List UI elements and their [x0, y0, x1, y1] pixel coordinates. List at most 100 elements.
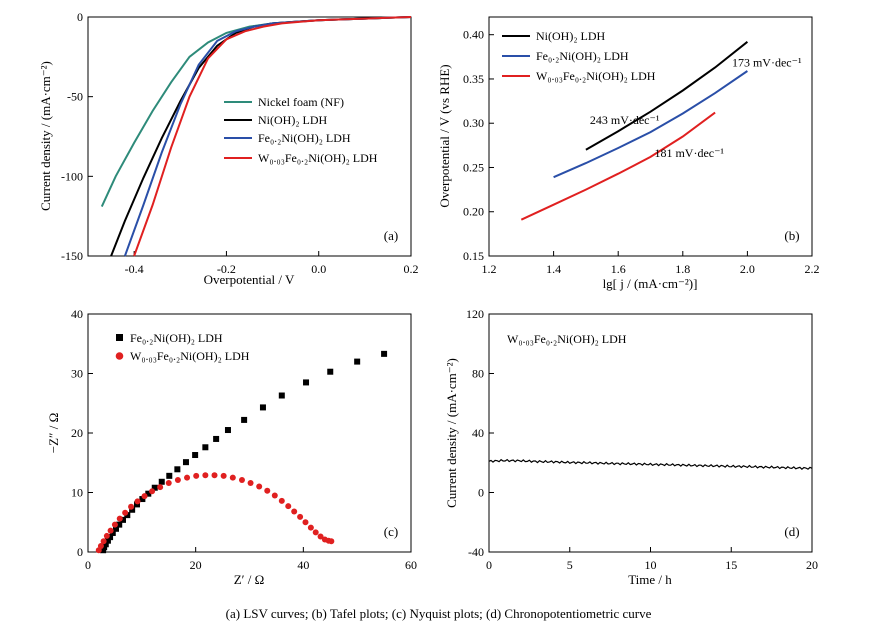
panel-c: 0 20 40 60 0 10 20 30 40 Z′ / Ω −Z″ / Ω (c) Fe₀.…	[46, 307, 417, 587]
x-tick-label: 1.2	[482, 262, 497, 276]
panel-a-series	[100, 16, 412, 257]
data-point	[256, 483, 263, 490]
data-point	[312, 529, 319, 536]
data-point	[193, 472, 200, 479]
data-point	[124, 512, 131, 519]
data-point	[278, 392, 285, 399]
panel-b-annotations: 243 mV·dec⁻¹ 173 mV·dec⁻¹ 181 mV·dec⁻¹	[590, 56, 802, 160]
panel-b-series	[520, 41, 749, 221]
data-point	[220, 472, 227, 479]
data-point	[264, 487, 271, 494]
panel-b-ylabel: Overpotential / V (vs RHE)	[437, 64, 452, 207]
data-point	[229, 474, 236, 481]
data-point	[202, 444, 209, 451]
data-point	[211, 472, 218, 479]
data-point	[104, 537, 111, 544]
panel-d-frame	[488, 313, 813, 553]
x-tick-label: -0.2	[217, 262, 236, 276]
data-point	[122, 509, 129, 516]
y-tick-label: 0.25	[463, 160, 484, 174]
data-point	[307, 524, 314, 531]
data-point	[285, 503, 292, 510]
legend-label-wfeni: W₀.₀₃Fe₀.₂Ni(OH)₂ LDH	[536, 69, 656, 83]
x-tick-label: 2.2	[805, 262, 820, 276]
data-point	[291, 508, 298, 515]
figure-caption: (a) LSV curves; (b) Tafel plots; (c) Nyq…	[225, 606, 652, 621]
panel-b-panel-label: (b)	[784, 228, 799, 243]
x-tick-label: 20	[190, 558, 202, 572]
data-point	[145, 490, 152, 497]
panel-a-xlabel: Overpotential / V	[204, 272, 295, 287]
data-point	[116, 521, 123, 528]
data-point	[327, 368, 334, 375]
data-point	[174, 477, 181, 484]
legend-label-feni: Fe₀.₂Ni(OH)₂ LDH	[130, 331, 223, 345]
legend-marker-feni	[116, 334, 123, 341]
y-tick-label: 80	[472, 367, 484, 381]
panel-b-legend: Ni(OH)₂ LDH Fe₀.₂Ni(OH)₂ LDH W₀.₀₃Fe₀.₂N…	[502, 29, 656, 83]
x-tick-label: 40	[297, 558, 309, 572]
data-point	[317, 533, 324, 540]
x-tick-label: 2.0	[740, 262, 755, 276]
x-tick-label: 1.4	[546, 262, 561, 276]
data-point	[354, 358, 361, 365]
data-point	[112, 525, 119, 532]
panel-b-frame	[488, 16, 813, 257]
data-point	[119, 516, 126, 523]
data-point	[102, 541, 109, 548]
data-point	[141, 493, 148, 500]
data-point	[202, 472, 209, 479]
y-tick-label: 0.20	[463, 205, 484, 219]
panel-c-ylabel: −Z″ / Ω	[46, 413, 61, 453]
y-tick-label: -100	[61, 169, 83, 183]
y-tick-label: -40	[468, 545, 484, 559]
data-point	[302, 519, 309, 526]
data-point	[182, 459, 189, 466]
data-point	[128, 503, 135, 510]
panel-c-series	[95, 350, 388, 554]
x-tick-label: 20	[806, 558, 818, 572]
data-point	[247, 479, 254, 486]
x-tick-label: 15	[725, 558, 737, 572]
data-point	[97, 543, 104, 550]
slope-annotation: 173 mV·dec⁻¹	[732, 56, 802, 70]
data-point	[133, 501, 140, 508]
panel-d-xlabel: Time / h	[628, 572, 672, 587]
panel-d-legend-label: W₀.₀₃Fe₀.₂Ni(OH)₂ LDH	[507, 332, 627, 346]
panel-c-legend: Fe₀.₂Ni(OH)₂ LDH W₀.₀₃Fe₀.₂Ni(OH)₂ LDH	[115, 331, 250, 363]
panel-a-frame	[87, 16, 412, 257]
legend-label-wfeni: W₀.₀₃Fe₀.₂Ni(OH)₂ LDH	[258, 151, 378, 165]
x-tick-label: 0	[85, 558, 91, 572]
panel-a-panel-label: (a)	[384, 228, 398, 243]
data-point	[139, 496, 146, 503]
y-tick-label: 20	[71, 426, 83, 440]
x-tick-label: 0.2	[404, 262, 419, 276]
panel-b-ticks: 1.2 1.4 1.6 1.8 2.0 2.2 0.15 0.20 0.25 0.30 0.35 0.…	[463, 28, 820, 276]
series-line-3	[133, 16, 412, 257]
panel-d-series	[488, 458, 813, 471]
series-line-2	[520, 111, 716, 221]
data-point	[111, 521, 118, 528]
panel-d-ylabel: Current density / (mA·cm⁻²)	[444, 358, 459, 508]
x-tick-label: 10	[645, 558, 657, 572]
y-tick-label: 0	[77, 10, 83, 24]
y-tick-label: -150	[61, 249, 83, 263]
data-point	[116, 515, 123, 522]
series-line-1	[553, 70, 748, 179]
data-point	[192, 452, 199, 459]
legend-label-nf: Nickel foam (NF)	[258, 95, 344, 109]
data-point	[165, 479, 172, 486]
data-point	[278, 497, 285, 504]
legend-label-wfeni: W₀.₀₃Fe₀.₂Ni(OH)₂ LDH	[130, 349, 250, 363]
x-tick-label: -0.4	[125, 262, 144, 276]
data-point	[107, 527, 114, 534]
data-point	[134, 498, 141, 505]
panel-a-ticks: -0.4 -0.2 0.0 0.2 -150 -100 -50 0	[61, 10, 419, 276]
data-point	[103, 532, 110, 539]
data-point	[213, 435, 220, 442]
legend-marker-wfeni	[115, 352, 124, 360]
y-tick-label: -50	[67, 90, 83, 104]
